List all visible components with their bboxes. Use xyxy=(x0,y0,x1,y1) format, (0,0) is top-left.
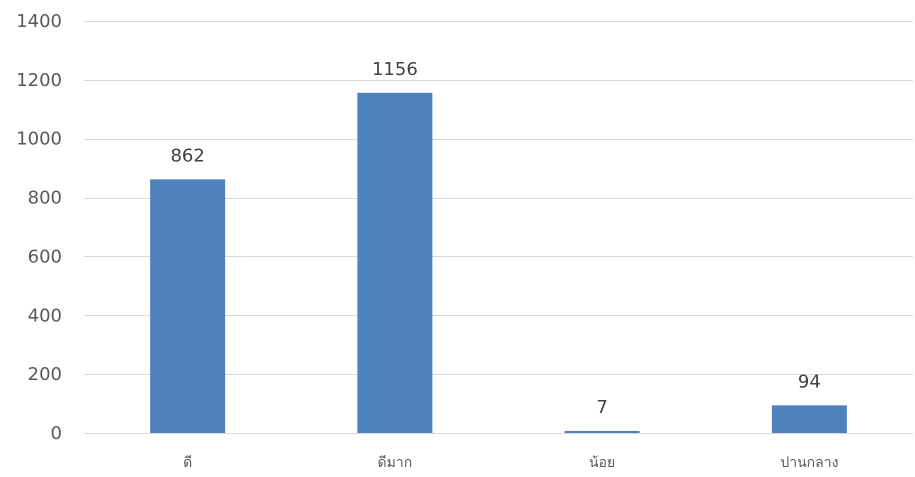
y-tick-label: 400 xyxy=(28,305,62,326)
data-label: 94 xyxy=(798,371,821,392)
y-tick-label: 1200 xyxy=(16,70,62,91)
bars xyxy=(150,92,847,433)
y-tick-label: 1400 xyxy=(16,11,62,32)
data-label: 862 xyxy=(170,145,204,166)
bar xyxy=(564,430,640,433)
data-labels: 862 1156 7 94 xyxy=(170,59,820,418)
bar xyxy=(357,92,433,433)
y-tick-label: 800 xyxy=(28,188,62,209)
x-tick-label: น้อย xyxy=(589,455,615,471)
bar xyxy=(771,405,847,433)
y-tick-label: 1000 xyxy=(16,129,62,150)
x-tick-label: ดีมาก xyxy=(378,455,413,471)
y-axis-ticks: 0 200 400 600 800 1000 1200 1400 xyxy=(16,11,62,444)
y-tick-label: 200 xyxy=(28,364,62,385)
data-label: 7 xyxy=(596,397,607,418)
y-tick-label: 600 xyxy=(28,246,62,267)
x-axis-ticks: ดี ดีมาก น้อย ปานกลาง xyxy=(183,455,838,471)
bar xyxy=(150,179,226,433)
data-label: 1156 xyxy=(372,59,418,80)
x-tick-label: ดี xyxy=(183,455,192,471)
y-tick-label: 0 xyxy=(51,423,62,444)
x-tick-label: ปานกลาง xyxy=(780,455,838,471)
